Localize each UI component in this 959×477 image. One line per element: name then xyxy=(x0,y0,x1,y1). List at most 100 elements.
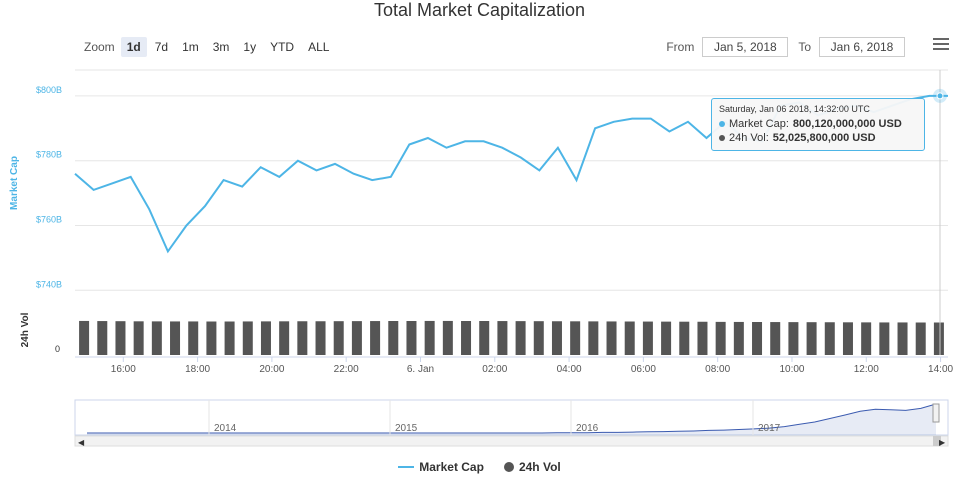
volume-bar xyxy=(515,321,526,355)
from-label: From xyxy=(666,40,695,54)
x-tick-label: 22:00 xyxy=(334,364,359,375)
volume-bar xyxy=(661,321,672,355)
volume-bar xyxy=(806,322,817,355)
zoom-label: Zoom xyxy=(84,40,115,54)
range-button-7d[interactable]: 7d xyxy=(154,40,169,54)
volume-bar xyxy=(533,321,544,355)
volume-bar xyxy=(570,321,581,355)
range-selector: Zoom 1d 7d 1m 3m 1y YTD ALL xyxy=(84,37,337,57)
to-date-input[interactable]: Jan 6, 2018 xyxy=(819,37,905,57)
volume-bar xyxy=(97,321,108,355)
navigator-tick-label: 2015 xyxy=(395,423,418,434)
volume-bar xyxy=(115,321,126,355)
range-button-ytd[interactable]: YTD xyxy=(270,40,295,54)
volume-bar xyxy=(370,321,381,355)
y-axis: $740B $760B $780B $800B Market Cap 24h Vol 0 xyxy=(9,85,62,354)
volume-bar xyxy=(351,321,362,355)
volume-bar xyxy=(770,322,781,355)
navigator-tick-label: 2017 xyxy=(758,423,781,434)
x-tick-label: 16:00 xyxy=(111,364,136,375)
x-tick-label: 12:00 xyxy=(854,364,879,375)
range-button-1m[interactable]: 1m xyxy=(182,40,199,54)
from-date-input[interactable]: Jan 5, 2018 xyxy=(702,37,789,57)
volume-bar xyxy=(824,322,835,355)
hamburger-menu-icon[interactable] xyxy=(933,38,949,53)
volume-bar xyxy=(733,321,744,355)
x-axis: 16:00 18:00 20:00 22:00 6. Jan 02:00 04:00 06:0… xyxy=(75,356,954,375)
tooltip-market-cap-dot-icon xyxy=(719,121,725,127)
range-button-all[interactable]: ALL xyxy=(308,40,330,54)
scrollbar-track xyxy=(74,435,949,447)
navigator: 2014 2015 2016 2017 ◀ ▶ xyxy=(74,399,949,447)
volume-bar xyxy=(497,321,508,355)
dot-swatch-icon xyxy=(503,462,514,472)
tooltip-date: Saturday, Jan 06 2018, 14:32:00 UTC xyxy=(719,104,870,114)
volume-bar xyxy=(588,321,599,355)
volume-bar xyxy=(315,321,326,355)
x-tick-label: 08:00 xyxy=(705,364,730,375)
y-tick-label: $760B xyxy=(36,214,62,224)
tooltip: Saturday, Jan 06 2018, 14:32:00 UTC Mark… xyxy=(711,98,925,151)
volume-bar xyxy=(788,322,799,355)
to-label: To xyxy=(798,40,811,54)
range-button-1y[interactable]: 1y xyxy=(243,40,257,54)
volume-bar xyxy=(879,322,890,355)
x-tick-label: 02:00 xyxy=(482,364,507,375)
x-tick-label: 6. Jan xyxy=(407,364,434,375)
scrollbar-thumb xyxy=(933,436,941,446)
volume-bar xyxy=(842,322,853,355)
x-tick-label: 20:00 xyxy=(259,364,284,375)
volume-bar xyxy=(642,321,653,355)
volume-bar xyxy=(551,321,562,355)
scroll-left-icon: ◀ xyxy=(78,438,85,447)
volume-bar xyxy=(752,322,763,355)
tooltip-vol-label: 24h Vol: xyxy=(729,132,769,144)
volume-bar xyxy=(715,321,726,355)
volume-bar xyxy=(442,320,453,355)
scroll-right-icon: ▶ xyxy=(939,438,946,447)
legend: Market Cap 24h Vol xyxy=(0,460,959,474)
x-tick-label: 04:00 xyxy=(557,364,582,375)
x-tick-label: 18:00 xyxy=(185,364,210,375)
volume-bar xyxy=(606,321,617,355)
range-button-1d[interactable]: 1d xyxy=(120,37,147,57)
y-tick-label: $780B xyxy=(36,150,62,160)
volume-bar xyxy=(624,321,635,355)
volume-bar xyxy=(388,321,399,355)
volume-bar xyxy=(897,322,908,355)
range-button-3m[interactable]: 3m xyxy=(212,40,230,54)
vol-tick-label: 0 xyxy=(55,344,60,354)
volume-bar xyxy=(206,321,217,355)
volume-bars xyxy=(79,320,944,355)
grid-lines xyxy=(75,69,948,291)
navigator-frame xyxy=(74,399,949,436)
legend-market-cap-label: Market Cap xyxy=(419,460,484,474)
line-swatch-icon xyxy=(398,466,415,468)
volume-bar xyxy=(224,321,235,355)
vol-axis-label: 24h Vol xyxy=(20,312,31,347)
volume-bar xyxy=(697,321,708,355)
volume-bar xyxy=(406,321,417,355)
y-tick-label: $800B xyxy=(36,85,62,95)
volume-bar xyxy=(151,321,162,355)
legend-item-market-cap[interactable]: Market Cap xyxy=(398,460,484,474)
volume-bar xyxy=(933,322,944,355)
volume-bar xyxy=(188,321,199,355)
y-tick-label: $740B xyxy=(36,279,62,289)
volume-bar xyxy=(479,321,490,355)
tooltip-market-cap-label: Market Cap: xyxy=(729,118,789,130)
legend-item-vol[interactable]: 24h Vol xyxy=(503,460,561,474)
tooltip-vol-dot-icon xyxy=(719,135,725,141)
navigator-handle xyxy=(932,403,940,423)
volume-bar xyxy=(279,321,290,355)
volume-bar xyxy=(424,320,435,355)
navigator-line xyxy=(87,403,937,434)
volume-bar xyxy=(133,321,144,355)
volume-bar xyxy=(461,321,472,355)
volume-bar xyxy=(679,321,690,355)
x-tick-label: 14:00 xyxy=(928,364,953,375)
navigator-tick-label: 2014 xyxy=(214,423,237,434)
navigator-area xyxy=(87,404,936,435)
volume-bar xyxy=(260,321,271,355)
